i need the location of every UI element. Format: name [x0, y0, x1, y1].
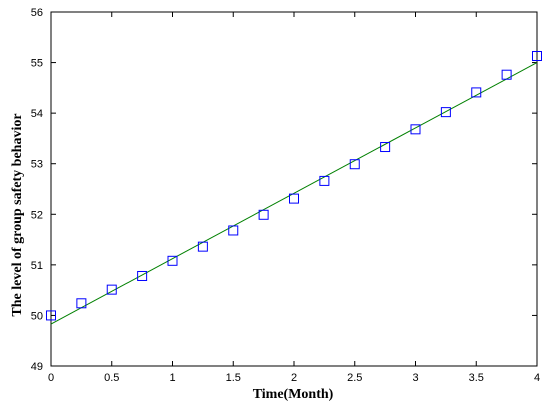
- data-point-square: [380, 142, 391, 153]
- x-tick-label: 0.5: [104, 372, 119, 384]
- y-axis-title: The level of group safety behavior: [10, 113, 25, 316]
- y-tick-label: 53: [31, 159, 43, 171]
- data-point-square: [106, 284, 117, 295]
- data-point-square: [167, 255, 178, 266]
- plot-area: 0 0.5 1 1.5 2 2.5 3 3.5 4 49 50 51 52 53 54 55 56: [31, 7, 542, 384]
- x-tick-label: 1: [169, 372, 175, 384]
- y-tick-label: 55: [31, 58, 43, 70]
- y-tick-label: 50: [31, 310, 43, 322]
- x-tick-label: 0: [48, 372, 54, 384]
- data-point-square: [532, 50, 542, 61]
- data-point-square: [501, 69, 512, 80]
- y-tick-label: 54: [31, 108, 43, 120]
- x-tick-label: 4: [534, 372, 540, 384]
- data-point-square: [410, 124, 421, 135]
- y-tick-label: 56: [31, 7, 43, 19]
- y-tick-label: 52: [31, 209, 43, 221]
- x-tick-label: 3.5: [469, 372, 484, 384]
- data-point-square: [471, 87, 482, 98]
- x-tick-label: 2.5: [347, 372, 362, 384]
- y-tick-label: 51: [31, 260, 43, 272]
- y-tick-label: 49: [31, 361, 43, 373]
- data-point-square: [46, 310, 56, 321]
- data-point-square: [289, 193, 299, 204]
- data-point-square: [76, 298, 87, 309]
- x-tick-label: 3: [412, 372, 418, 384]
- data-point-square: [440, 107, 451, 118]
- x-tick-label: 2: [291, 372, 297, 384]
- data-point-square: [137, 270, 148, 281]
- fit-line: [50, 62, 538, 325]
- data-point-square: [258, 209, 269, 220]
- x-axis-title: Time(Month): [253, 387, 334, 402]
- data-point-square: [197, 241, 208, 252]
- x-tick-label: 1.5: [226, 372, 241, 384]
- data-point-square: [319, 175, 330, 186]
- data-point-square: [228, 225, 239, 236]
- data-point-square: [349, 159, 360, 170]
